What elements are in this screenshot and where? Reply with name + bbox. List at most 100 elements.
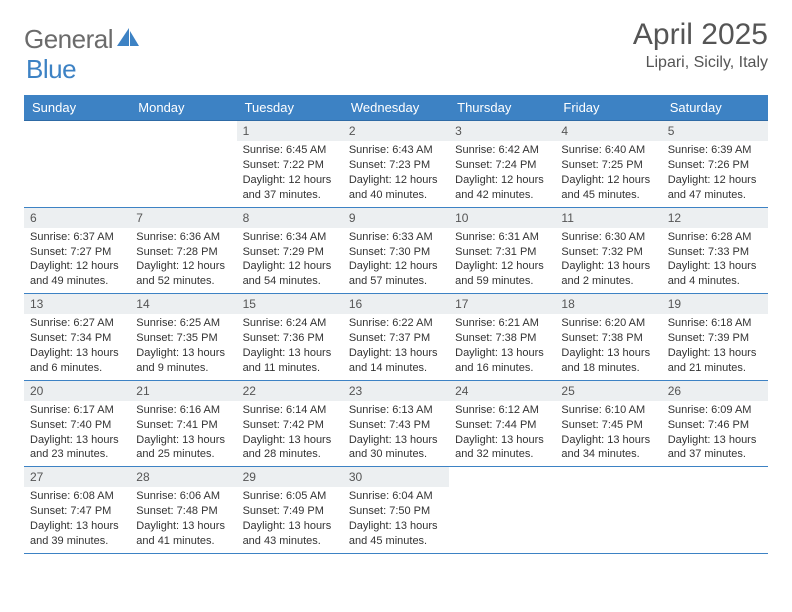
day-details: Sunrise: 6:10 AMSunset: 7:45 PMDaylight:… xyxy=(555,401,661,466)
sunset-line: Sunset: 7:48 PM xyxy=(136,504,230,519)
sunrise-line: Sunrise: 6:21 AM xyxy=(455,316,549,331)
sunrise-line: Sunrise: 6:36 AM xyxy=(136,230,230,245)
calendar-cell: 7Sunrise: 6:36 AMSunset: 7:28 PMDaylight… xyxy=(130,208,236,294)
sunrise-line: Sunrise: 6:28 AM xyxy=(668,230,762,245)
sunset-line: Sunset: 7:29 PM xyxy=(243,245,337,260)
day-number: 24 xyxy=(449,381,555,401)
calendar-cell: 3Sunrise: 6:42 AMSunset: 7:24 PMDaylight… xyxy=(449,121,555,207)
day-details: Sunrise: 6:37 AMSunset: 7:27 PMDaylight:… xyxy=(24,228,130,293)
day-number: 12 xyxy=(662,208,768,228)
calendar-week: 13Sunrise: 6:27 AMSunset: 7:34 PMDayligh… xyxy=(24,294,768,381)
page-title: April 2025 xyxy=(633,18,768,52)
day-number: 21 xyxy=(130,381,236,401)
day-details: Sunrise: 6:16 AMSunset: 7:41 PMDaylight:… xyxy=(130,401,236,466)
calendar-body: ..1Sunrise: 6:45 AMSunset: 7:22 PMDaylig… xyxy=(24,121,768,554)
day-details: Sunrise: 6:30 AMSunset: 7:32 PMDaylight:… xyxy=(555,228,661,293)
calendar-cell: . xyxy=(662,467,768,553)
calendar-cell: 5Sunrise: 6:39 AMSunset: 7:26 PMDaylight… xyxy=(662,121,768,207)
calendar-cell: 21Sunrise: 6:16 AMSunset: 7:41 PMDayligh… xyxy=(130,381,236,467)
daylight-line: Daylight: 12 hours and 42 minutes. xyxy=(455,173,549,203)
sunset-line: Sunset: 7:37 PM xyxy=(349,331,443,346)
calendar-cell: 23Sunrise: 6:13 AMSunset: 7:43 PMDayligh… xyxy=(343,381,449,467)
brand-sail-icon xyxy=(115,26,143,53)
day-number: 19 xyxy=(662,294,768,314)
day-details: Sunrise: 6:05 AMSunset: 7:49 PMDaylight:… xyxy=(237,487,343,552)
sunrise-line: Sunrise: 6:37 AM xyxy=(30,230,124,245)
day-number: 1 xyxy=(237,121,343,141)
day-number: 17 xyxy=(449,294,555,314)
sunrise-line: Sunrise: 6:05 AM xyxy=(243,489,337,504)
day-details: Sunrise: 6:22 AMSunset: 7:37 PMDaylight:… xyxy=(343,314,449,379)
day-details: Sunrise: 6:25 AMSunset: 7:35 PMDaylight:… xyxy=(130,314,236,379)
sunrise-line: Sunrise: 6:24 AM xyxy=(243,316,337,331)
day-number: 14 xyxy=(130,294,236,314)
sunset-line: Sunset: 7:42 PM xyxy=(243,418,337,433)
day-number: 8 xyxy=(237,208,343,228)
calendar-page: General April 2025 Lipari, Sicily, Italy… xyxy=(0,0,792,554)
sunrise-line: Sunrise: 6:27 AM xyxy=(30,316,124,331)
sunrise-line: Sunrise: 6:34 AM xyxy=(243,230,337,245)
daylight-line: Daylight: 12 hours and 54 minutes. xyxy=(243,259,337,289)
sunrise-line: Sunrise: 6:22 AM xyxy=(349,316,443,331)
calendar-cell: 9Sunrise: 6:33 AMSunset: 7:30 PMDaylight… xyxy=(343,208,449,294)
calendar-cell: 25Sunrise: 6:10 AMSunset: 7:45 PMDayligh… xyxy=(555,381,661,467)
calendar-cell: 26Sunrise: 6:09 AMSunset: 7:46 PMDayligh… xyxy=(662,381,768,467)
calendar-cell: 30Sunrise: 6:04 AMSunset: 7:50 PMDayligh… xyxy=(343,467,449,553)
sunrise-line: Sunrise: 6:45 AM xyxy=(243,143,337,158)
sunset-line: Sunset: 7:24 PM xyxy=(455,158,549,173)
day-details: Sunrise: 6:34 AMSunset: 7:29 PMDaylight:… xyxy=(237,228,343,293)
calendar-cell: 29Sunrise: 6:05 AMSunset: 7:49 PMDayligh… xyxy=(237,467,343,553)
calendar-cell: 6Sunrise: 6:37 AMSunset: 7:27 PMDaylight… xyxy=(24,208,130,294)
calendar-cell: 20Sunrise: 6:17 AMSunset: 7:40 PMDayligh… xyxy=(24,381,130,467)
sunrise-line: Sunrise: 6:40 AM xyxy=(561,143,655,158)
daylight-line: Daylight: 13 hours and 14 minutes. xyxy=(349,346,443,376)
day-number: 28 xyxy=(130,467,236,487)
daylight-line: Daylight: 13 hours and 4 minutes. xyxy=(668,259,762,289)
daylight-line: Daylight: 13 hours and 6 minutes. xyxy=(30,346,124,376)
daylight-line: Daylight: 12 hours and 49 minutes. xyxy=(30,259,124,289)
daylight-line: Daylight: 13 hours and 28 minutes. xyxy=(243,433,337,463)
calendar-cell: 22Sunrise: 6:14 AMSunset: 7:42 PMDayligh… xyxy=(237,381,343,467)
daylight-line: Daylight: 13 hours and 37 minutes. xyxy=(668,433,762,463)
day-number: 10 xyxy=(449,208,555,228)
daylight-line: Daylight: 13 hours and 9 minutes. xyxy=(136,346,230,376)
sunset-line: Sunset: 7:28 PM xyxy=(136,245,230,260)
daylight-line: Daylight: 12 hours and 57 minutes. xyxy=(349,259,443,289)
sunrise-line: Sunrise: 6:08 AM xyxy=(30,489,124,504)
day-details: Sunrise: 6:31 AMSunset: 7:31 PMDaylight:… xyxy=(449,228,555,293)
daylight-line: Daylight: 13 hours and 18 minutes. xyxy=(561,346,655,376)
day-number: 30 xyxy=(343,467,449,487)
day-details: Sunrise: 6:40 AMSunset: 7:25 PMDaylight:… xyxy=(555,141,661,206)
day-number: 11 xyxy=(555,208,661,228)
sunset-line: Sunset: 7:36 PM xyxy=(243,331,337,346)
day-number: 9 xyxy=(343,208,449,228)
daylight-line: Daylight: 13 hours and 41 minutes. xyxy=(136,519,230,549)
day-details: Sunrise: 6:17 AMSunset: 7:40 PMDaylight:… xyxy=(24,401,130,466)
day-number: 5 xyxy=(662,121,768,141)
calendar-cell: 24Sunrise: 6:12 AMSunset: 7:44 PMDayligh… xyxy=(449,381,555,467)
daylight-line: Daylight: 13 hours and 23 minutes. xyxy=(30,433,124,463)
calendar-cell: 4Sunrise: 6:40 AMSunset: 7:25 PMDaylight… xyxy=(555,121,661,207)
daylight-line: Daylight: 12 hours and 47 minutes. xyxy=(668,173,762,203)
day-number: 16 xyxy=(343,294,449,314)
sunrise-line: Sunrise: 6:06 AM xyxy=(136,489,230,504)
sunset-line: Sunset: 7:39 PM xyxy=(668,331,762,346)
sunrise-line: Sunrise: 6:12 AM xyxy=(455,403,549,418)
calendar-week: 20Sunrise: 6:17 AMSunset: 7:40 PMDayligh… xyxy=(24,381,768,468)
weekday-header: Saturday xyxy=(662,95,768,121)
daylight-line: Daylight: 12 hours and 40 minutes. xyxy=(349,173,443,203)
calendar-cell: 15Sunrise: 6:24 AMSunset: 7:36 PMDayligh… xyxy=(237,294,343,380)
daylight-line: Daylight: 13 hours and 34 minutes. xyxy=(561,433,655,463)
sunset-line: Sunset: 7:38 PM xyxy=(455,331,549,346)
calendar-cell: 18Sunrise: 6:20 AMSunset: 7:38 PMDayligh… xyxy=(555,294,661,380)
day-number: 6 xyxy=(24,208,130,228)
sunset-line: Sunset: 7:45 PM xyxy=(561,418,655,433)
day-details: Sunrise: 6:21 AMSunset: 7:38 PMDaylight:… xyxy=(449,314,555,379)
day-number: 7 xyxy=(130,208,236,228)
sunset-line: Sunset: 7:50 PM xyxy=(349,504,443,519)
calendar-cell: . xyxy=(555,467,661,553)
sunrise-line: Sunrise: 6:43 AM xyxy=(349,143,443,158)
sunset-line: Sunset: 7:32 PM xyxy=(561,245,655,260)
weekday-header: Thursday xyxy=(449,95,555,121)
calendar-week: ..1Sunrise: 6:45 AMSunset: 7:22 PMDaylig… xyxy=(24,121,768,208)
